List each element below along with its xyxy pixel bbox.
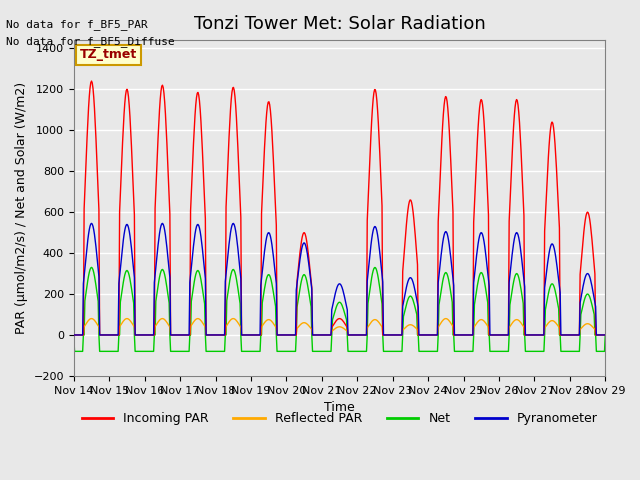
Text: No data for f_BF5_PAR: No data for f_BF5_PAR	[6, 19, 148, 30]
Y-axis label: PAR (μmol/m2/s) / Net and Solar (W/m2): PAR (μmol/m2/s) / Net and Solar (W/m2)	[15, 82, 28, 334]
X-axis label: Time: Time	[324, 401, 355, 414]
Legend: Incoming PAR, Reflected PAR, Net, Pyranometer: Incoming PAR, Reflected PAR, Net, Pyrano…	[77, 407, 602, 430]
Title: Tonzi Tower Met: Solar Radiation: Tonzi Tower Met: Solar Radiation	[194, 15, 485, 33]
Text: No data for f_BF5_Diffuse: No data for f_BF5_Diffuse	[6, 36, 175, 47]
Text: TZ_tmet: TZ_tmet	[80, 48, 138, 61]
